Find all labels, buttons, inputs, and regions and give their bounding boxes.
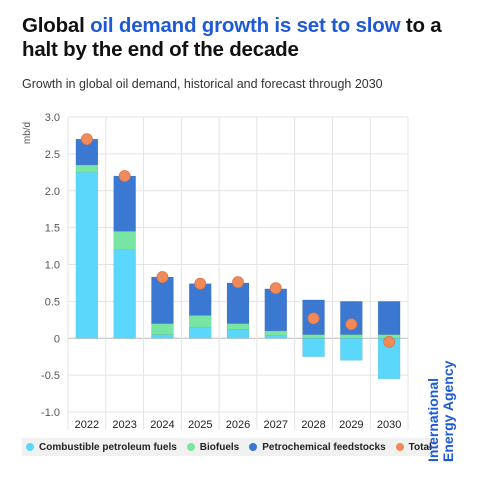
y-tick-label: 3.0 — [45, 112, 60, 124]
bar-biofuels — [188, 315, 212, 328]
legend-item-total: Total — [395, 441, 432, 453]
y-tick-label: 2.0 — [45, 186, 60, 198]
title-part-2: to a halt by the end of the decade — [22, 14, 442, 61]
bar-combustible — [75, 172, 99, 339]
legend-item-combustible: Combustible petroleum fuels — [26, 442, 177, 453]
bar-combustible — [340, 338, 363, 361]
bar-combustible — [113, 249, 136, 339]
brand-line-1: International — [425, 377, 441, 462]
bar-combustible — [188, 326, 212, 339]
bar-combustible — [151, 334, 174, 339]
total-point — [307, 312, 320, 325]
y-tick-label: 0 — [54, 333, 60, 345]
title-part-1: Global — [22, 14, 91, 37]
x-tick-label: 2023 — [112, 419, 136, 431]
bar-biofuels — [302, 334, 325, 339]
legend-swatch-petrochemical — [249, 443, 258, 451]
y-tick-label: 2.5 — [45, 149, 60, 161]
legend-swatch-combustible — [26, 443, 34, 451]
bar-combustible — [226, 329, 250, 339]
bar-biofuels — [113, 231, 136, 250]
total-point — [194, 277, 207, 290]
iea-logo: International Energy Agency — [425, 360, 456, 462]
legend-label-combustible: Combustible petroleum fuels — [39, 441, 177, 453]
bar-biofuels — [151, 323, 174, 335]
chart-title: Global oil demand growth is set to slow … — [22, 14, 462, 62]
total-point — [383, 336, 396, 348]
y-tick-label: -0.5 — [41, 370, 60, 382]
chart-subtitle: Growth in global oil demand, historical … — [22, 77, 383, 91]
title-highlight: oil demand growth is set to slow — [90, 14, 401, 37]
y-tick-label: 1.0 — [45, 260, 60, 272]
bar-combustible — [264, 335, 288, 339]
bar-biofuels — [75, 164, 99, 173]
brand-line-2: Energy Agency — [440, 360, 456, 462]
total-point — [232, 276, 244, 289]
total-point — [269, 282, 282, 295]
legend: Combustible petroleum fuels Biofuels Pet… — [22, 438, 438, 456]
bar-petrochemical — [113, 175, 136, 232]
bar-combustible — [302, 338, 325, 357]
y-axis-label: mb/d — [22, 122, 33, 144]
bar-petrochemical — [377, 301, 401, 335]
bar-biofuels — [340, 334, 363, 339]
x-tick-label: 2029 — [339, 419, 363, 431]
x-tick-label: 2025 — [188, 419, 212, 431]
bar-biofuels — [264, 330, 288, 336]
x-tick-label: 2028 — [301, 419, 325, 431]
legend-label-biofuels: Biofuels — [199, 441, 240, 453]
legend-label-petrochemical: Petrochemical feedstocks — [262, 441, 386, 453]
x-tick-label: 2030 — [377, 419, 401, 431]
x-tick-label: 2024 — [150, 419, 174, 431]
bar-biofuels — [226, 323, 250, 330]
x-tick-label: 2022 — [75, 419, 99, 431]
y-tick-label: 0.5 — [45, 296, 60, 308]
total-point — [345, 318, 358, 331]
legend-item-petrochemical: Petrochemical feedstocks — [249, 441, 386, 453]
bar-petrochemical — [264, 288, 288, 332]
total-point — [118, 170, 131, 182]
legend-item-biofuels: Biofuels — [186, 441, 240, 453]
x-tick-label: 2027 — [264, 419, 288, 431]
legend-swatch-biofuels — [186, 443, 195, 451]
x-tick-label: 2026 — [226, 419, 250, 431]
total-point — [156, 271, 169, 283]
legend-label-total: Total — [408, 441, 432, 453]
bar-petrochemical — [226, 282, 250, 324]
legend-swatch-total — [395, 443, 404, 451]
y-tick-label: 1.5 — [45, 223, 60, 235]
total-point — [80, 133, 93, 146]
y-tick-label: -1.0 — [41, 407, 60, 419]
bar-petrochemical — [151, 276, 174, 324]
